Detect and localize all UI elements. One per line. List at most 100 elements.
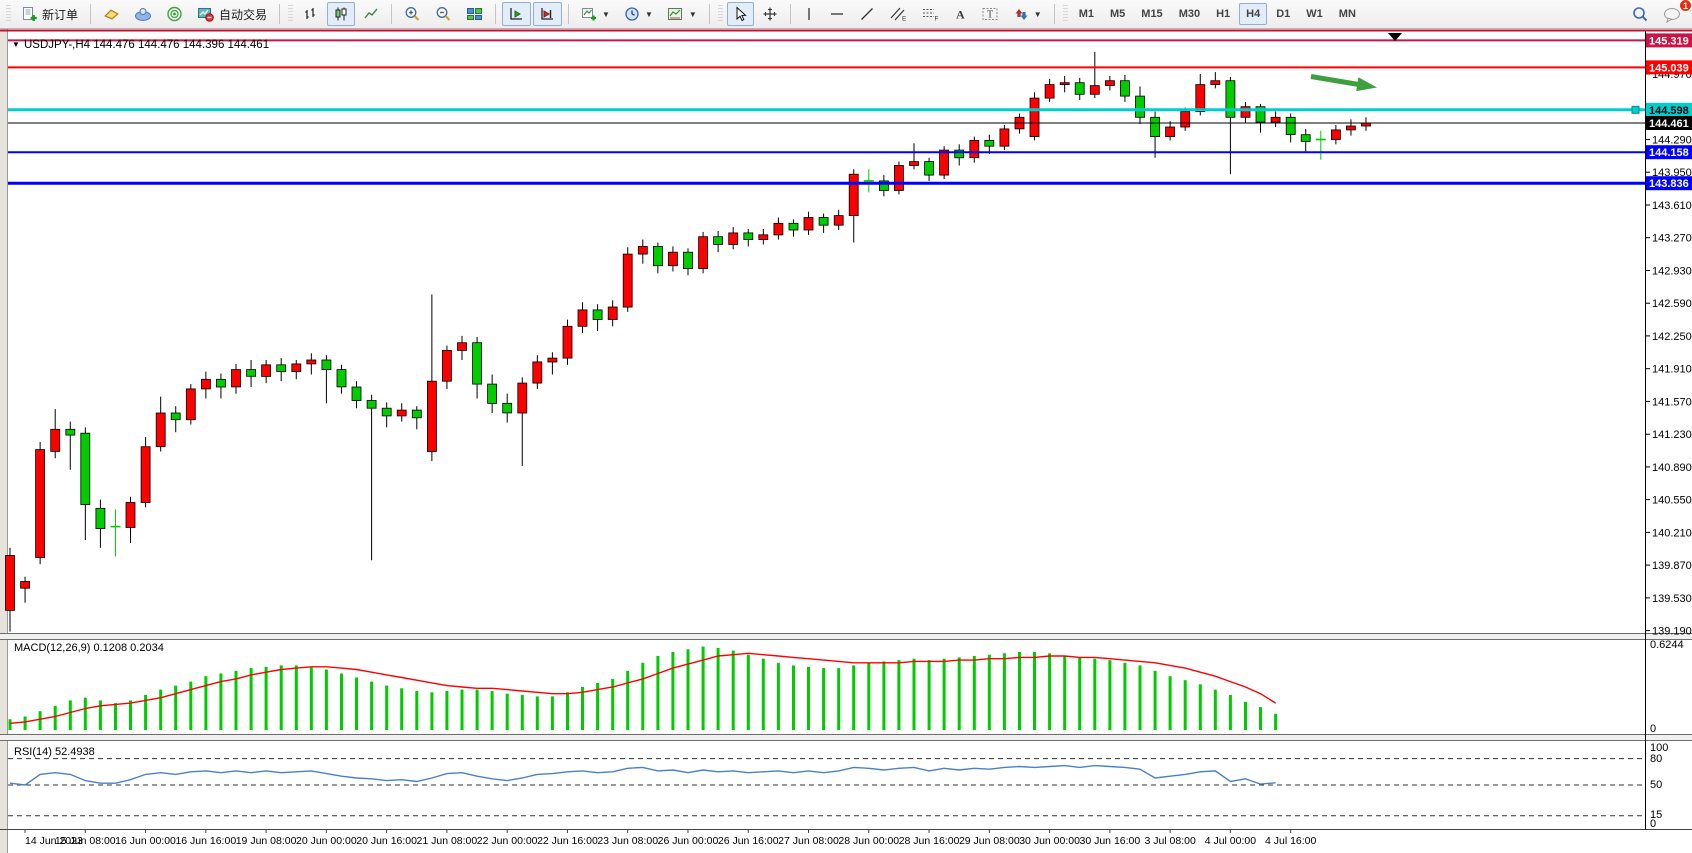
label-tool[interactable]: T [975,2,1005,26]
candle-body-bull [1029,97,1040,137]
candle-body-bull [291,363,302,372]
pane-splitter[interactable] [0,633,1692,640]
timeframe-m15[interactable]: M15 [1141,8,1163,20]
candle-body-bull [517,382,528,414]
candlestick-chart-button[interactable] [327,2,356,26]
chart-shift-button[interactable] [533,2,563,26]
arrow-objects-icon [1015,9,1028,20]
timeframe-m5[interactable]: M5 [1110,8,1126,20]
macd-histogram-bar [837,668,841,730]
text-tool[interactable]: A [947,2,973,26]
pane-splitter[interactable] [0,734,1692,741]
toolbar-separator [279,4,281,24]
candle-body-bear [321,359,332,371]
price-line-label-box [1646,102,1692,117]
candle-body-bear [879,180,889,191]
templates-dropdown[interactable]: ▼ [661,2,703,26]
macd-histogram-bar [490,691,494,730]
fibonacci-tool[interactable]: F [915,2,945,26]
macd-histogram-bar [204,676,208,730]
macd-histogram-bar [942,658,946,730]
macd-histogram-bar [550,696,554,730]
cursor-tool-button[interactable] [726,2,754,26]
trend-arrow-annotation[interactable] [1310,74,1377,92]
candle-body-bear [713,236,723,245]
candle-body-bull [577,309,588,327]
toolbar-grip[interactable] [1062,5,1068,23]
trendline-tool[interactable] [853,2,881,26]
macd-histogram-bar [535,696,539,730]
signals-button[interactable] [160,2,189,26]
candle-body-bull [231,369,241,388]
macd-histogram-bar [1213,689,1217,730]
search-button[interactable] [1625,2,1655,26]
time-axis-label: 19 Jun 08:00 [236,835,297,847]
line-marker-triangle-icon[interactable] [1388,33,1402,41]
timeframe-h1[interactable]: H1 [1216,8,1231,20]
macd-histogram-bar [626,670,630,730]
bar-chart-button[interactable] [297,2,325,26]
candle-body-bear [743,232,754,240]
candle-body-bear [1255,106,1266,123]
zoom-in-button[interactable] [398,2,427,26]
new-order-button[interactable]: 新订单 [15,2,84,26]
candle-body-bull [758,234,769,241]
time-axis-label: 16 Jun 16:00 [175,835,236,847]
time-axis-label: 30 Jun 00:00 [1019,835,1080,847]
macd-histogram-bar [430,692,434,730]
toolbar-grip[interactable] [717,5,723,23]
timeframe-mn[interactable]: MN [1338,8,1356,20]
channel-tool[interactable]: E [883,2,913,26]
cyan-line-drag-handle[interactable] [1631,105,1640,114]
candle-body-bull [532,361,543,384]
vertical-line-tool[interactable] [797,2,821,26]
toolbar-grip[interactable] [6,5,11,23]
timeframe-h4[interactable]: H4 [1239,3,1268,25]
vertical-line-icon [808,8,810,20]
timeframe-m1[interactable]: M1 [1078,8,1094,20]
periods-dropdown[interactable]: ▼ [618,2,659,26]
time-axis-label: 22 Jun 16:00 [537,835,598,847]
macd-histogram-bar [385,685,389,730]
macd-histogram-bar [927,660,931,730]
candle-body-bull [125,502,136,528]
indicators-dropdown[interactable]: ▼ [575,2,616,26]
price-tick-label: 141.570 [1652,396,1692,408]
macd-histogram-bar [1274,713,1278,730]
line-chart-button[interactable] [357,2,385,26]
candle-body-bull [1089,85,1100,95]
auto-trading-button[interactable]: 自动交易 [191,2,273,26]
toolbar-grip[interactable] [288,5,294,23]
zoom-out-icon [436,7,451,21]
horizontal-line-tool[interactable] [823,2,851,26]
tile-windows-button[interactable] [460,2,489,26]
macd-axis-zero-label: 0 [1650,723,1656,735]
auto-scroll-icon [510,8,523,20]
macd-histogram-bar [114,703,117,730]
community-button[interactable] [128,2,158,26]
rsi-axis-label: 100 [1650,742,1668,754]
auto-scroll-button[interactable] [502,2,532,26]
zoom-out-button[interactable] [429,2,458,26]
time-axis-label: 15 Jun 08:00 [55,835,116,847]
timeframe-w1[interactable]: W1 [1306,8,1323,20]
auto-trading-label: 自动交易 [219,7,268,22]
macd-histogram-bar [309,666,313,730]
notifications-button[interactable]: 1 [1657,0,1692,26]
timeframe-d1[interactable]: D1 [1276,8,1291,20]
arrows-dropdown[interactable]: ▼ [1007,2,1048,26]
candlestick-chart-icon [335,7,347,21]
macd-histogram-bar [746,654,750,730]
timeframe-m30[interactable]: M30 [1178,8,1201,20]
price-line-label: 143.836 [1649,178,1689,190]
candle-body-bear [246,369,257,377]
candle-body-bear [381,407,392,417]
crosshair-tool-button[interactable] [756,2,784,26]
macd-histogram-bar [701,646,705,730]
macd-histogram-bar [972,656,976,730]
funds-button[interactable] [97,2,126,26]
macd-histogram-bar [716,648,720,730]
candle-body-bull [1346,125,1356,131]
time-axis-label: 16 Jun 00:00 [115,835,176,847]
